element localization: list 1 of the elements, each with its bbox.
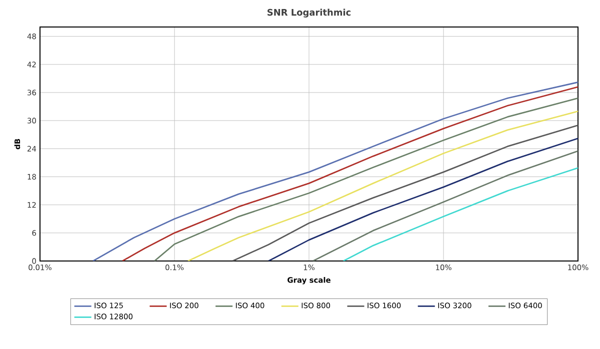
chart-title: SNR Logarithmic — [268, 8, 351, 18]
